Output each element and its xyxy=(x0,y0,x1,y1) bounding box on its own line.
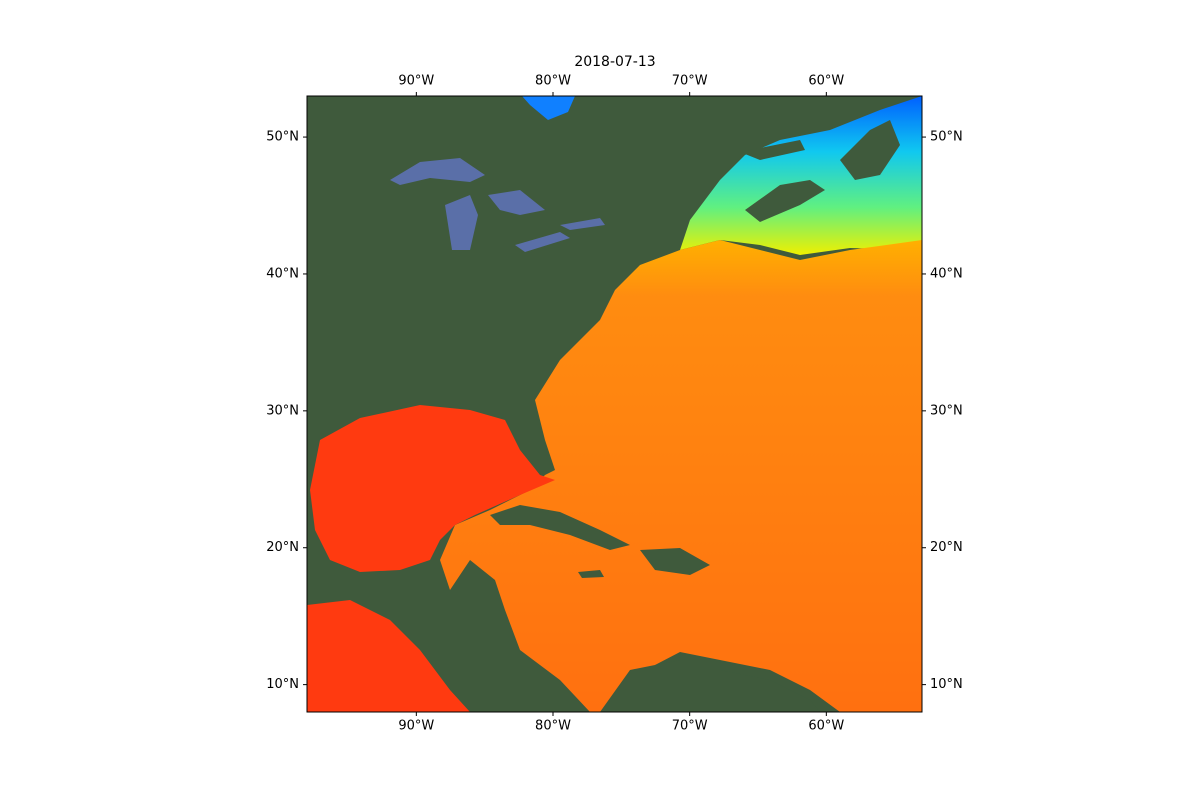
y-tick-label-right: 10°N xyxy=(930,677,963,692)
y-tick-label-left: 20°N xyxy=(266,540,299,555)
y-tick-label-right: 20°N xyxy=(930,540,963,555)
x-tick-label-top: 80°W xyxy=(535,74,571,89)
y-tick-label-right: 30°N xyxy=(930,403,963,418)
y-tick-label-right: 40°N xyxy=(930,266,963,281)
map-imagery xyxy=(307,96,922,712)
x-tick-label-bottom: 90°W xyxy=(398,719,434,734)
x-tick-label-top: 70°W xyxy=(672,74,708,89)
y-tick-label-left: 30°N xyxy=(266,403,299,418)
y-tick-label-left: 50°N xyxy=(266,130,299,145)
x-tick-label-top: 60°W xyxy=(808,74,844,89)
y-tick-label-left: 40°N xyxy=(266,266,299,281)
x-tick-label-bottom: 70°W xyxy=(672,719,708,734)
map-title: 2018-07-13 xyxy=(574,54,655,70)
x-tick-label-bottom: 80°W xyxy=(535,719,571,734)
x-tick-label-bottom: 60°W xyxy=(808,719,844,734)
x-tick-label-top: 90°W xyxy=(398,74,434,89)
y-tick-label-left: 10°N xyxy=(266,677,299,692)
map-frame xyxy=(306,95,923,713)
y-tick-label-right: 50°N xyxy=(930,130,963,145)
